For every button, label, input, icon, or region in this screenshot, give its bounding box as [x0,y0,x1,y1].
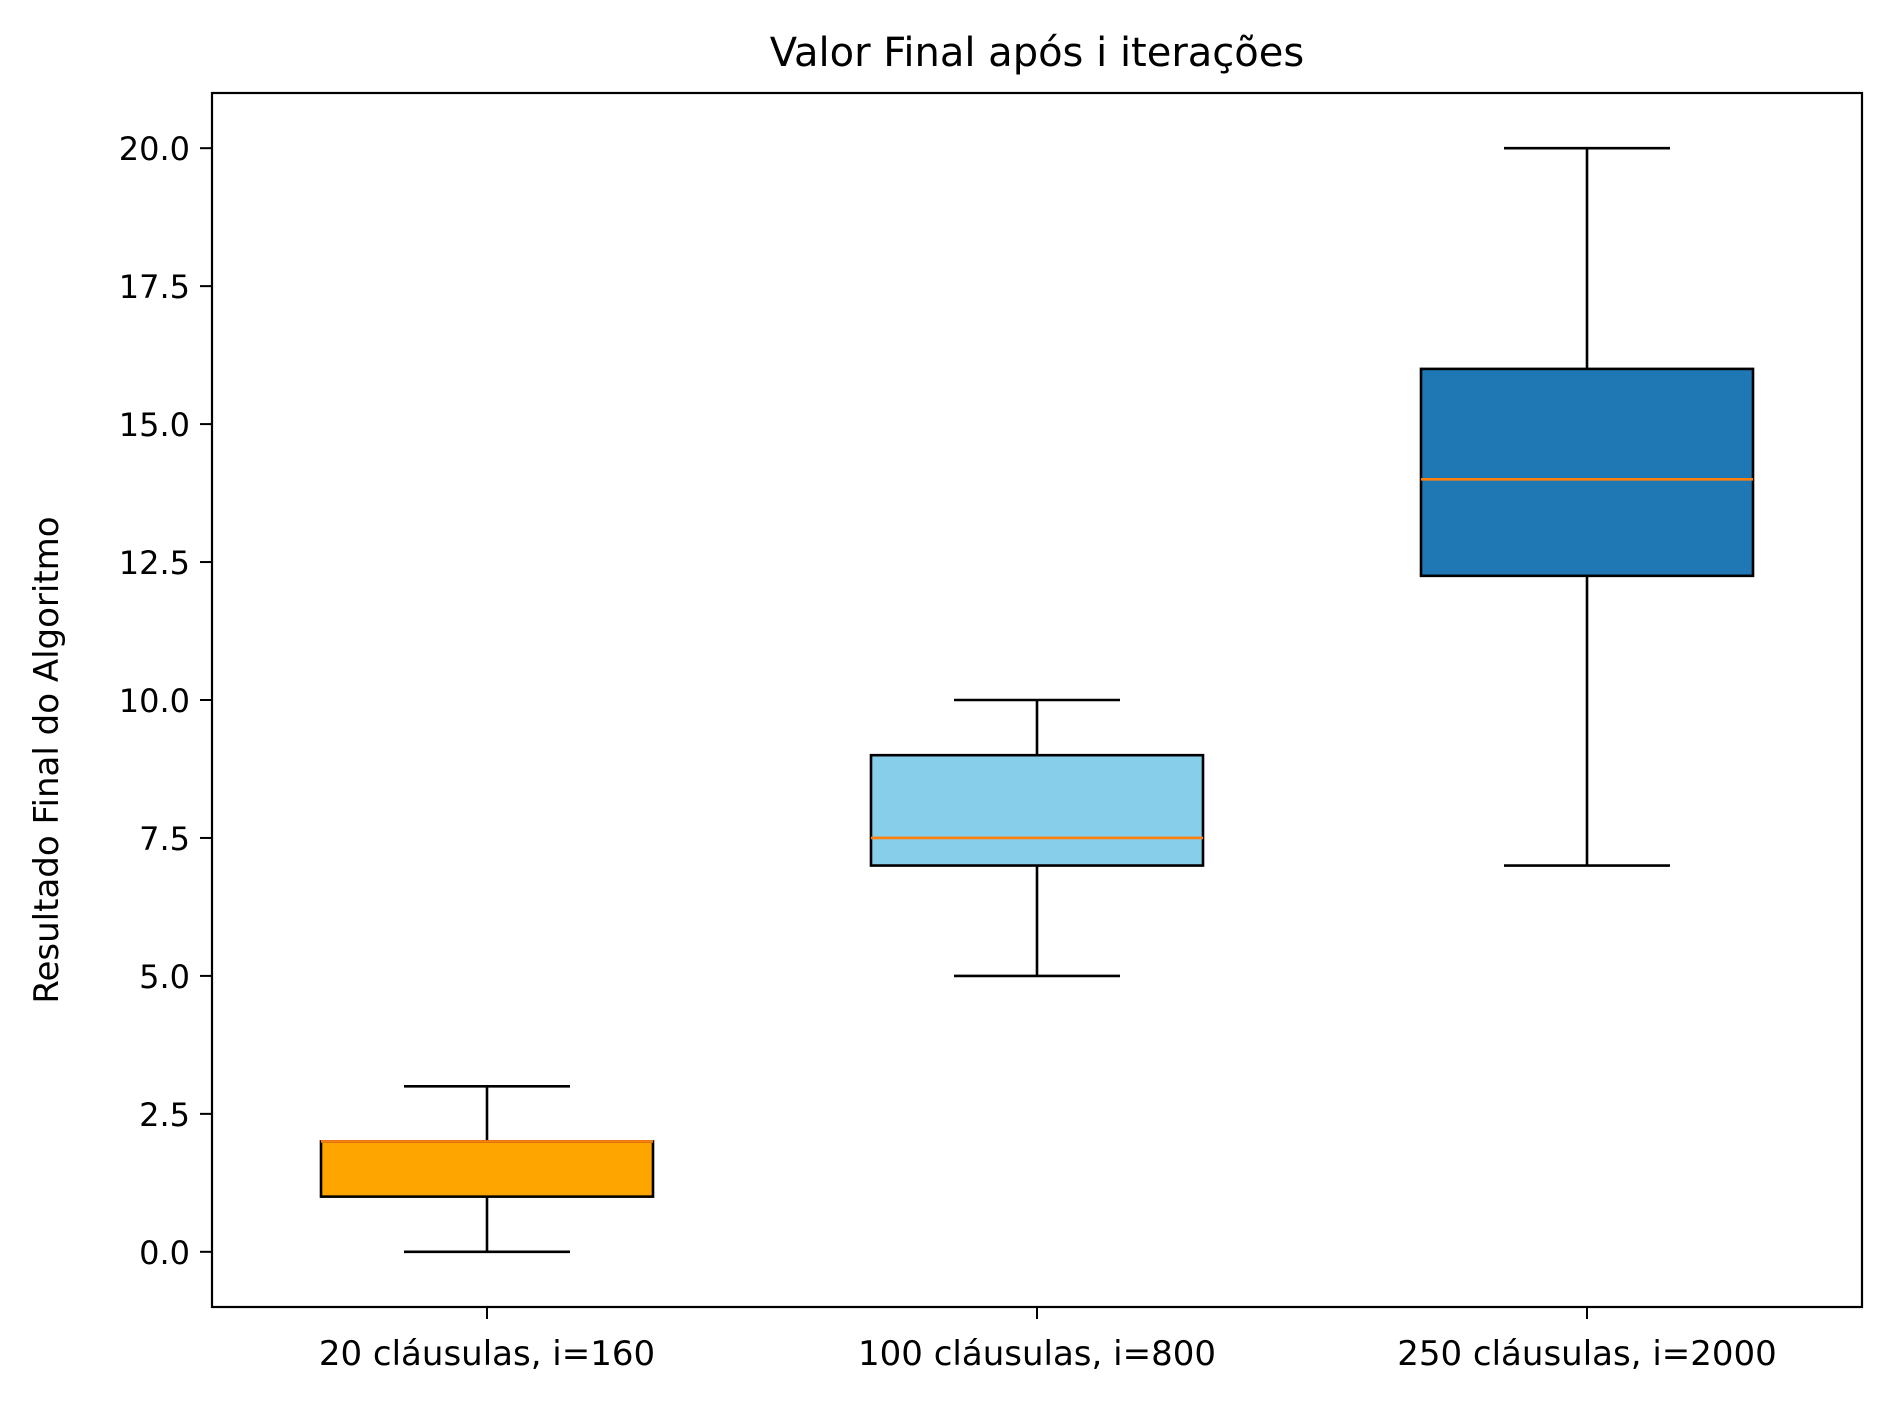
y-tick-label: 5.0 [139,958,190,996]
box-iqr [1419,367,1755,578]
y-tick-label: 17.5 [119,268,190,306]
box-iqr [319,1140,655,1198]
box-iqr [869,753,1205,867]
y-axis-label: Resultado Final do Algoritmo [27,516,67,1003]
x-tick-label: 100 cláusulas, i=800 [858,1334,1216,1374]
plot-area: 0.0 2.5 5.0 7.5 10.0 12.5 15.0 17.5 20.0 20 cláus… [119,130,1777,1374]
x-tick-label: 250 cláusulas, i=2000 [1397,1334,1777,1374]
chart-title: Valor Final após i iterações [770,30,1304,76]
y-tick-label: 0.0 [139,1234,190,1272]
y-tick-label: 20.0 [119,130,190,168]
y-tick-label: 7.5 [139,820,190,858]
y-tick-label: 12.5 [119,544,190,582]
x-tick-label: 20 cláusulas, i=160 [319,1334,655,1374]
plot-frame [210,91,1864,1309]
y-tick-label: 15.0 [119,406,190,444]
y-tick-label: 10.0 [119,682,190,720]
y-tick-label: 2.5 [139,1096,190,1134]
